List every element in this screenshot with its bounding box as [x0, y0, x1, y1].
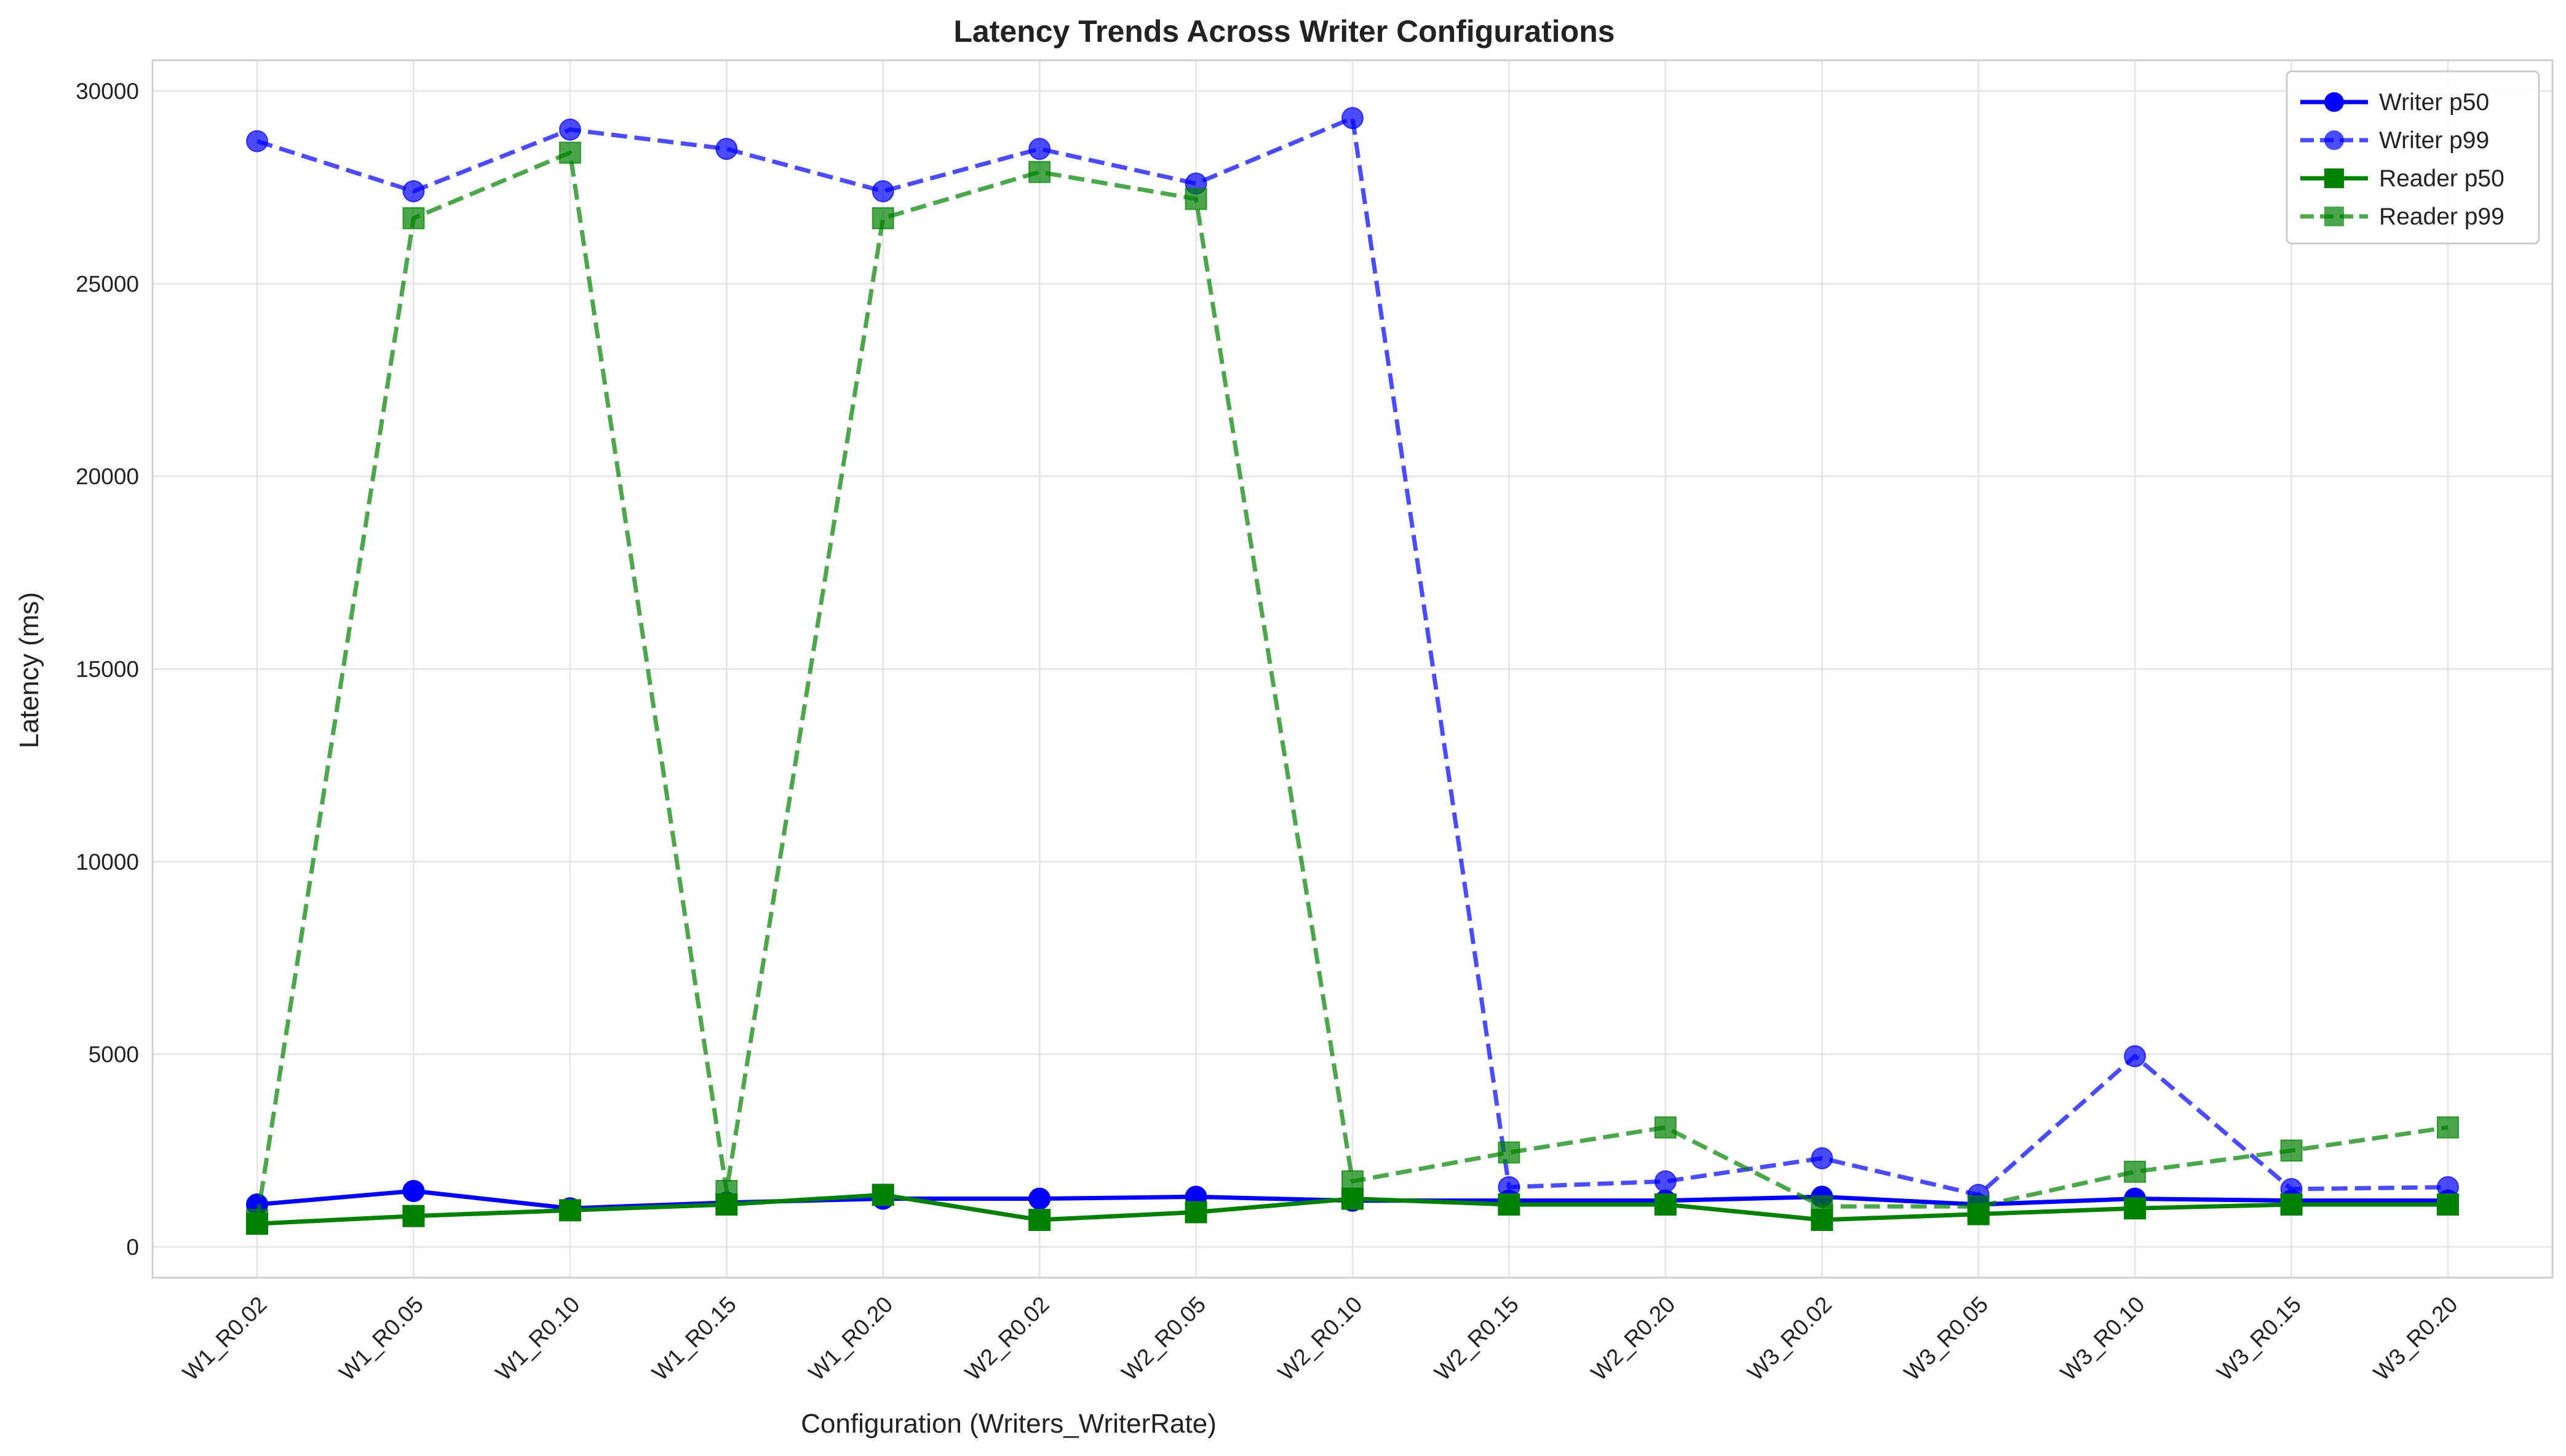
data-point: [1967, 1195, 1990, 1218]
data-point: [1341, 106, 1364, 129]
legend-label: Reader p50: [2379, 165, 2504, 192]
y-axis-label: Latency (ms): [14, 592, 44, 748]
y-tick-label: 25000: [76, 271, 139, 296]
data-point: [872, 180, 894, 203]
x-tick-label: W2_R0.02: [960, 1292, 1054, 1386]
y-tick-label: 0: [126, 1235, 139, 1260]
x-tick-label: W1_R0.20: [804, 1292, 898, 1386]
legend-label: Reader p99: [2379, 204, 2504, 230]
legend-marker: [2324, 168, 2344, 188]
x-tick-label: W2_R0.15: [1429, 1292, 1523, 1386]
data-point: [2280, 1193, 2303, 1216]
series-line: [256, 116, 2449, 1197]
data-point: [402, 1180, 425, 1203]
y-tick-label: 30000: [76, 79, 139, 104]
data-point: [558, 141, 581, 164]
data-point: [2124, 1045, 2147, 1067]
data-point: [715, 138, 738, 160]
data-point: [402, 207, 425, 229]
data-point: [558, 118, 581, 141]
series-reader-p99: [246, 141, 2459, 1232]
data-point: [1498, 1193, 1520, 1216]
data-point: [2124, 1197, 2147, 1220]
x-tick-label: W3_R0.05: [1899, 1292, 1993, 1386]
y-axis-ticks: 0 5000 10000 15000 20000 25000 30000: [76, 79, 139, 1260]
data-point: [1654, 1170, 1677, 1193]
legend-marker: [2324, 130, 2344, 150]
x-tick-label: W2_R0.05: [1117, 1292, 1211, 1386]
data-point: [1654, 1116, 1677, 1139]
data-point: [402, 180, 425, 203]
data-point: [558, 1199, 581, 1222]
data-point: [2437, 1116, 2459, 1139]
grid-lines: [153, 60, 2552, 1278]
legend-label: Writer p99: [2379, 127, 2489, 154]
data-point: [715, 1180, 738, 1203]
y-tick-label: 15000: [76, 657, 139, 682]
legend: Writer p50 Writer p99 Reader p50 Reader p99: [2286, 70, 2540, 245]
data-point: [2280, 1139, 2303, 1162]
data-point: [1028, 138, 1051, 160]
legend-item: Reader p50: [2300, 165, 2504, 192]
data-point: [402, 1205, 425, 1227]
plot-area: [151, 59, 2554, 1279]
chart-title: Latency Trends Across Writer Configurati…: [953, 14, 1615, 49]
data-point: [1341, 1170, 1364, 1193]
x-tick-label: W1_R0.15: [647, 1292, 741, 1386]
x-tick-label: W3_R0.10: [2056, 1292, 2150, 1386]
data-point: [1028, 1209, 1051, 1232]
series-layer: [246, 106, 2459, 1235]
x-tick-label: W1_R0.10: [491, 1292, 585, 1386]
data-point: [872, 1184, 894, 1206]
data-point: [872, 207, 894, 229]
x-tick-label: W3_R0.15: [2212, 1292, 2306, 1386]
x-axis-ticks: W1_R0.02 W1_R0.05 W1_R0.10 W1_R0.15 W1_R0.20…: [178, 1292, 2463, 1386]
x-tick-label: W3_R0.20: [2369, 1292, 2463, 1386]
data-point: [2437, 1193, 2459, 1216]
data-point: [1185, 1201, 1207, 1224]
y-tick-label: 5000: [89, 1042, 139, 1067]
legend-marker: [2324, 207, 2344, 226]
legend-item: Writer p50: [2300, 89, 2489, 116]
legend-item: Writer p99: [2300, 127, 2489, 154]
series-writer-p99: [246, 106, 2459, 1206]
data-point: [246, 1209, 268, 1232]
data-point: [1028, 1187, 1051, 1210]
data-point: [246, 130, 268, 152]
data-point: [2124, 1160, 2147, 1183]
data-point: [1811, 1147, 1833, 1169]
y-tick-label: 10000: [76, 849, 139, 874]
x-tick-label: W3_R0.02: [1742, 1292, 1837, 1386]
data-point: [1811, 1195, 1833, 1218]
data-point: [1498, 1141, 1520, 1164]
x-tick-label: W2_R0.10: [1273, 1292, 1367, 1386]
x-axis-label: Configuration (Writers_WriterRate): [801, 1409, 1217, 1439]
legend-box: [2286, 70, 2540, 245]
legend-label: Writer p50: [2379, 89, 2489, 116]
x-tick-label: W1_R0.02: [178, 1292, 272, 1386]
legend-marker: [2324, 92, 2344, 112]
x-tick-label: W1_R0.05: [334, 1292, 428, 1386]
legend-item: Reader p99: [2300, 204, 2504, 230]
x-tick-label: W2_R0.20: [1586, 1292, 1680, 1386]
data-point: [1185, 188, 1207, 210]
data-point: [1028, 160, 1051, 183]
y-tick-label: 20000: [76, 464, 139, 489]
data-point: [1654, 1193, 1677, 1216]
